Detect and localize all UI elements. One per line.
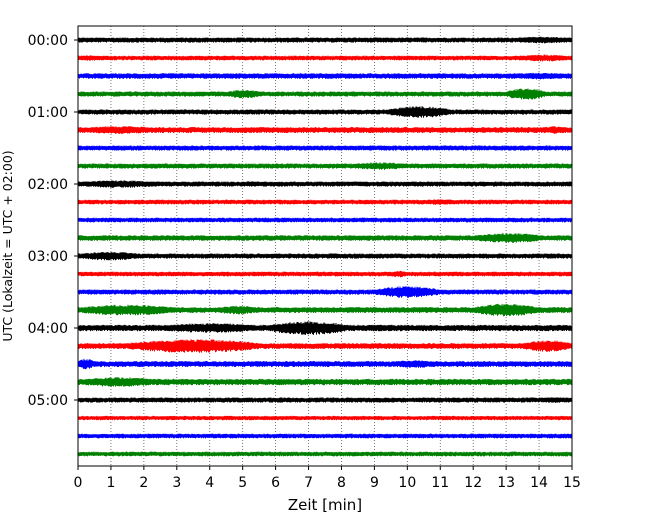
y-tick-label: 03:00 — [28, 249, 68, 265]
plot-frame — [77, 25, 573, 467]
seismogram-trace — [77, 251, 573, 261]
seismogram-trace — [77, 54, 573, 62]
y-tick-label: 04:00 — [28, 321, 68, 337]
seismogram-trace — [77, 145, 573, 151]
seismogram-trace — [77, 162, 573, 170]
seismogram-trace — [77, 339, 573, 353]
x-tick-label: 13 — [497, 475, 515, 491]
seismogram-trace — [77, 36, 573, 44]
y-tick-label: 00:00 — [28, 33, 68, 49]
x-tick-label: 0 — [74, 475, 83, 491]
seismogram-trace — [77, 106, 573, 118]
x-tick-label: 11 — [431, 475, 449, 491]
y-axis-title: UTC (Lokalzeit = UTC + 02:00) — [0, 150, 15, 341]
x-tick-label: 15 — [563, 475, 581, 491]
y-tick-label: 01:00 — [28, 105, 68, 121]
y-tick-label: 05:00 — [28, 393, 68, 409]
seismogram-trace — [77, 377, 573, 387]
x-tick-label: 2 — [139, 475, 148, 491]
y-tick-label: 02:00 — [28, 177, 68, 193]
x-tick-label: 3 — [172, 475, 181, 491]
x-tick-label: 1 — [106, 475, 115, 491]
x-tick-label: 10 — [398, 475, 416, 491]
seismogram-trace — [77, 415, 573, 421]
seismogram-trace — [77, 270, 573, 278]
seismogram-trace — [77, 126, 573, 134]
x-tick-label: 9 — [370, 475, 379, 491]
seismogram-trace — [77, 451, 573, 457]
x-gridlines — [110, 26, 540, 466]
seismogram-trace — [77, 217, 573, 223]
seismogram-trace — [77, 233, 573, 243]
x-tick-label: 14 — [530, 475, 548, 491]
x-tick-label: 6 — [271, 475, 280, 491]
seismogram-trace — [77, 72, 573, 80]
x-tick-label: 8 — [337, 475, 346, 491]
seismogram-trace — [77, 303, 573, 317]
x-tick-label: 4 — [205, 475, 214, 491]
x-tick-label: 7 — [304, 475, 313, 491]
seismogram-traces — [77, 36, 573, 457]
seismogram-trace — [77, 199, 573, 205]
y-axis-ticks: 00:00 01:00 02:00 03:00 04:00 05:00 — [28, 33, 78, 409]
seismogram-trace — [77, 286, 573, 298]
seismogram-trace — [77, 88, 573, 100]
seismogram-trace — [77, 433, 573, 439]
seismogram-trace — [77, 180, 573, 188]
seismogram-trace — [77, 397, 573, 403]
seismogram-trace — [77, 321, 573, 335]
x-tick-label: 5 — [238, 475, 247, 491]
seismogram-trace — [77, 358, 573, 370]
x-axis-title: Zeit [min] — [288, 496, 362, 514]
x-axis-ticks: 0 1 2 3 4 5 6 7 8 9 10 11 12 13 14 15 — [74, 466, 581, 491]
x-tick-label: 12 — [464, 475, 482, 491]
